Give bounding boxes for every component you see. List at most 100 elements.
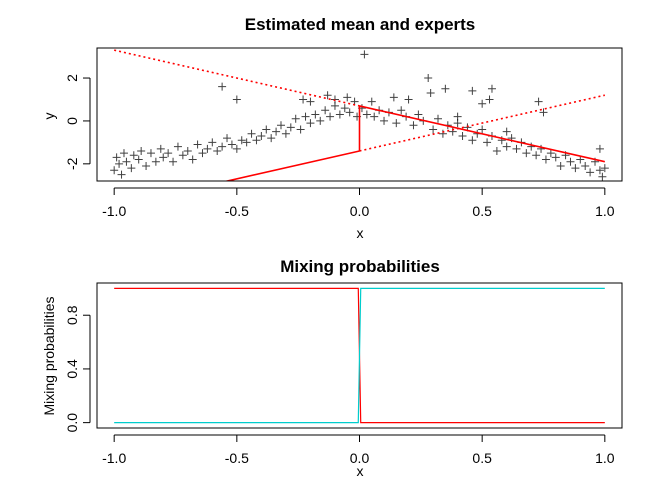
data-point: [502, 127, 511, 136]
data-point: [392, 119, 401, 128]
data-point: [478, 125, 487, 134]
data-point: [345, 108, 354, 117]
data-point: [164, 149, 173, 158]
data-point: [291, 114, 300, 123]
data-point: [178, 151, 187, 160]
data-point: [262, 125, 271, 134]
x-axis: -1.0 -0.5 0.0 0.5 1.0: [102, 434, 615, 466]
data-point: [362, 110, 371, 119]
estimated-mean-line: [359, 105, 606, 163]
x-tick-label: 0.0: [350, 450, 370, 466]
data-point: [122, 157, 131, 166]
data-point: [281, 129, 290, 138]
plot-frame: [96, 47, 623, 182]
data-point: [532, 151, 541, 160]
data-point: [237, 136, 246, 145]
data-point: [112, 153, 121, 162]
data-point: [173, 142, 182, 151]
plot-frame: [96, 282, 623, 429]
expert-line-dotted: [359, 94, 606, 152]
data-point: [137, 146, 146, 155]
data-point: [448, 127, 457, 136]
data-point: [326, 112, 335, 121]
data-point: [151, 157, 160, 166]
data-point: [586, 168, 595, 177]
x-tick-label: -0.5: [225, 203, 249, 219]
data-point: [188, 155, 197, 164]
data-point: [193, 140, 202, 149]
data-point: [468, 136, 477, 145]
data-point: [343, 93, 352, 102]
y-tick-label: 0.4: [64, 359, 80, 379]
data-point: [453, 119, 462, 128]
panel-bottom: Mixing probabilities x Mixing probabilit…: [41, 257, 440, 479]
data-point: [272, 127, 281, 136]
y-tick-label: 2: [64, 74, 80, 82]
data-point: [129, 151, 138, 160]
data-point: [541, 155, 550, 164]
data-point: [595, 166, 604, 175]
data-point: [404, 95, 413, 104]
x-tick-label: 0.0: [350, 203, 370, 219]
data-point: [485, 95, 494, 104]
y-tick-label: 0.0: [64, 413, 80, 433]
data-point: [218, 142, 227, 151]
data-point: [183, 146, 192, 155]
data-point: [247, 129, 256, 138]
data-point: [227, 140, 236, 149]
data-point: [146, 149, 155, 158]
data-point: [330, 95, 339, 104]
estimated-mean-line: [223, 150, 360, 181]
data-point: [389, 93, 398, 102]
data-point: [581, 161, 590, 170]
data-point: [335, 110, 344, 119]
data-point: [276, 121, 285, 130]
data-point: [598, 172, 607, 181]
data-point: [370, 112, 379, 121]
data-point: [321, 106, 330, 115]
x-tick-label: 0.5: [472, 450, 492, 466]
data-point: [316, 116, 325, 125]
mixing-series-2: [114, 287, 605, 424]
data-point: [566, 157, 575, 166]
x-tick-label: -1.0: [102, 450, 126, 466]
data-point: [534, 97, 543, 106]
data-point: [110, 166, 119, 175]
plot-area: [110, 49, 609, 181]
data-point: [323, 91, 332, 100]
data-point: [252, 136, 261, 145]
y-axis: 0.0 0.4 0.8: [64, 305, 91, 433]
top-xlabel: x: [357, 225, 364, 241]
data-point: [203, 144, 212, 153]
data-point: [458, 131, 467, 140]
data-point: [468, 86, 477, 95]
top-title: Estimated mean and experts: [245, 15, 476, 34]
data-point: [242, 138, 251, 147]
data-point: [539, 108, 548, 117]
x-tick-label: -0.5: [225, 450, 249, 466]
data-point: [232, 95, 241, 104]
data-point: [301, 112, 310, 121]
data-point: [409, 121, 418, 130]
data-point: [169, 157, 178, 166]
data-point: [306, 97, 315, 106]
data-point: [296, 125, 305, 134]
bottom-ylabel: Mixing probabilities: [41, 296, 57, 415]
data-point: [546, 149, 555, 158]
data-point: [512, 144, 521, 153]
data-point: [306, 119, 315, 128]
data-point: [286, 123, 295, 132]
data-point: [441, 84, 450, 93]
data-point: [537, 144, 546, 153]
data-point: [208, 138, 217, 147]
x-tick-label: 1.0: [595, 450, 615, 466]
data-point: [299, 95, 308, 104]
expert-line-dotted: [113, 49, 360, 107]
y-tick-label: -2: [64, 157, 80, 170]
data-point: [213, 146, 222, 155]
data-point: [360, 50, 369, 59]
data-point: [223, 134, 232, 143]
data-point: [429, 125, 438, 134]
data-point: [551, 153, 560, 162]
